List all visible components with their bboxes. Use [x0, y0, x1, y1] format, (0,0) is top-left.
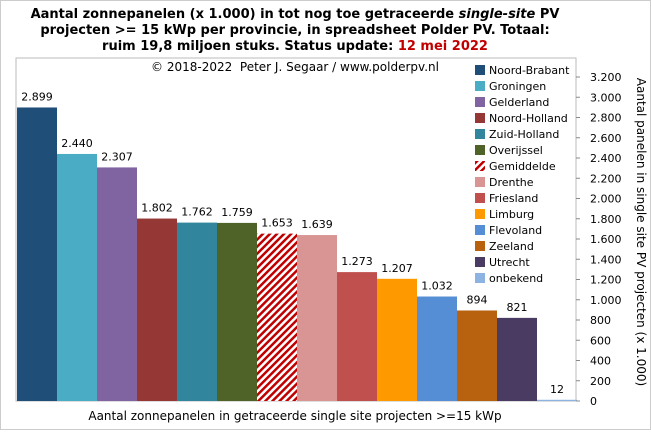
value-label: 821	[507, 301, 528, 314]
value-label: 1.639	[301, 218, 333, 231]
value-label: 2.440	[61, 137, 93, 150]
value-label: 2.307	[101, 150, 133, 163]
y-tick-label: 200	[590, 375, 611, 388]
bar	[337, 272, 377, 401]
legend-swatch	[475, 225, 485, 235]
chart-title: projecten >= 15 kWp per provincie, in sp…	[40, 23, 549, 38]
value-label: 1.273	[341, 255, 373, 268]
y-tick-label: 1.800	[590, 213, 622, 226]
value-label: 12	[550, 383, 564, 396]
bar	[497, 317, 537, 401]
value-label: 1.032	[421, 280, 453, 293]
value-label: 2.899	[21, 90, 53, 103]
y-tick-label: 2.000	[590, 193, 622, 206]
y-tick-label: 2.800	[590, 112, 622, 125]
legend-swatch	[475, 161, 485, 171]
bar	[97, 167, 137, 401]
legend-label: Gemiddelde	[489, 160, 556, 173]
value-label: 1.762	[181, 206, 213, 219]
y-tick-label: 600	[590, 334, 611, 347]
legend-label: Zuid-Holland	[489, 128, 559, 141]
y-tick-label: 3.200	[590, 71, 622, 84]
value-label: 1.653	[261, 217, 293, 230]
legend-label: Flevoland	[489, 224, 542, 237]
y-tick-label: 400	[590, 355, 611, 368]
bar	[57, 153, 97, 401]
y-tick-label: 3.000	[590, 91, 622, 104]
legend-swatch	[475, 257, 485, 267]
legend-swatch	[475, 65, 485, 75]
legend-swatch	[475, 209, 485, 219]
legend-label: Limburg	[489, 208, 534, 221]
legend-swatch	[475, 193, 485, 203]
value-label: 1.759	[221, 206, 253, 219]
legend-swatch	[475, 145, 485, 155]
bar	[257, 233, 297, 401]
y-axis-label: Aantal panelen in single site PV project…	[634, 78, 648, 386]
legend-box	[471, 60, 575, 288]
legend-label: Noord-Holland	[489, 112, 568, 125]
legend-swatch	[475, 241, 485, 251]
value-label: 894	[467, 293, 488, 306]
bar	[417, 296, 457, 401]
y-tick-label: 1.200	[590, 274, 622, 287]
legend-swatch	[475, 129, 485, 139]
y-tick-label: 2.400	[590, 152, 622, 165]
y-tick-label: 0	[590, 395, 597, 408]
bar	[177, 222, 217, 401]
y-tick-label: 2.600	[590, 132, 622, 145]
bar	[137, 218, 177, 401]
legend-label: Groningen	[489, 80, 546, 93]
legend-label: Overijssel	[489, 144, 543, 157]
legend-swatch	[475, 113, 485, 123]
bar	[297, 235, 337, 401]
y-tick-label: 1.400	[590, 253, 622, 266]
bar	[457, 310, 497, 401]
bar	[377, 278, 417, 401]
chart-title: Aantal zonnepanelen (x 1.000) in tot nog…	[31, 7, 560, 22]
legend-swatch	[475, 273, 485, 283]
bar	[537, 399, 577, 401]
value-label: 1.802	[141, 202, 173, 215]
bar	[217, 222, 257, 401]
legend-label: Zeeland	[489, 240, 534, 253]
chart-title: ruim 19,8 miljoen stuks. Status update: …	[102, 39, 488, 54]
y-tick-label: 800	[590, 314, 611, 327]
y-tick-label: 2.200	[590, 172, 622, 185]
legend-label: Utrecht	[489, 256, 530, 269]
subtitle: © 2018-2022 Peter J. Segaar / www.polder…	[151, 60, 439, 74]
y-tick-label: 1.000	[590, 294, 622, 307]
legend-label: Gelderland	[489, 96, 549, 109]
value-label: 1.207	[381, 262, 413, 275]
legend-swatch	[475, 97, 485, 107]
bar	[17, 107, 57, 401]
legend-label: onbekend	[489, 272, 543, 285]
legend-label: Friesland	[489, 192, 538, 205]
y-tick-label: 1.600	[590, 233, 622, 246]
x-axis-label: Aantal zonnepanelen in getraceerde singl…	[88, 409, 501, 423]
legend-swatch	[475, 177, 485, 187]
legend-label: Noord-Brabant	[489, 64, 570, 77]
legend-label: Drenthe	[489, 176, 534, 189]
legend-swatch	[475, 81, 485, 91]
